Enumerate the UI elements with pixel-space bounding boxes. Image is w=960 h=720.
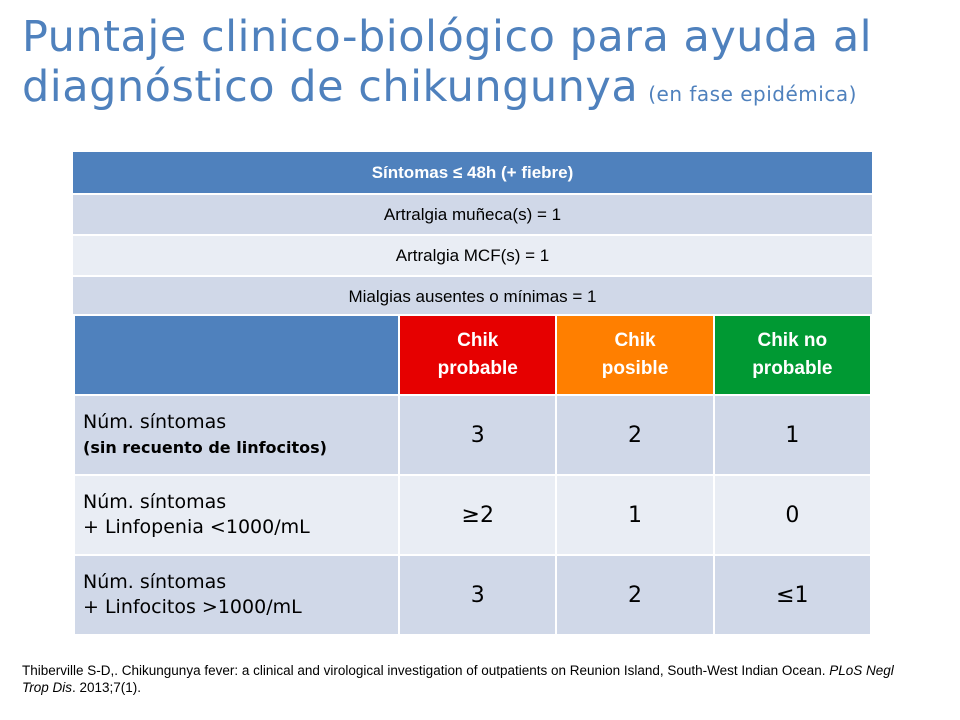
header-line: probable (437, 358, 518, 379)
header-line: posible (601, 358, 669, 379)
score-cell: ≤1 (712, 554, 873, 636)
header-line: Chik (457, 330, 499, 351)
score-cell: ≥2 (398, 474, 558, 556)
score-cell: 1 (712, 394, 873, 476)
score-cell: 0 (712, 474, 873, 556)
title-line-1: Puntaje clinico-biológico para ayuda al (22, 12, 873, 62)
citation-journal: PLoS Negl Trop Dis (22, 663, 894, 695)
score-cell: 2 (555, 554, 715, 636)
title-line-2: diagnóstico de chikungunya (en fase epidé… (22, 62, 952, 119)
score-cell: 1 (555, 474, 715, 556)
row-label-note: (sin recuento de linfocitos) (83, 438, 327, 457)
row-label-line: + Linfocitos >1000/mL (83, 596, 302, 618)
score-row: Núm. síntomas + Linfocitos >1000/mL 3 2 … (72, 554, 873, 636)
header-chik-probable: Chik probable (398, 314, 558, 396)
header-line: Chik no (757, 330, 828, 351)
row-label: Núm. síntomas (sin recuento de linfocito… (72, 394, 401, 476)
header-line: Chik (614, 330, 656, 351)
citation-text: Thiberville S-D,. Chikungunya fever: a c… (22, 663, 826, 678)
score-cell: 3 (398, 554, 558, 636)
row-label-line: Núm. síntomas (83, 571, 227, 593)
title-subtitle: (en fase epidémica) (648, 82, 857, 106)
score-row: Núm. síntomas + Linfopenia <1000/mL ≥2 1… (72, 474, 873, 556)
symptoms-header: Síntomas ≤ 48h (+ fiebre) (73, 152, 872, 195)
row-label-line: + Linfopenia <1000/mL (83, 516, 310, 538)
symptom-myalgia: Mialgias ausentes o mínimas = 1 (73, 276, 872, 318)
score-header-row: Chik probable Chik posible Chik no proba… (72, 314, 873, 396)
symptom-mcf: Artralgia MCF(s) = 1 (73, 235, 872, 277)
row-label: Núm. síntomas + Linfopenia <1000/mL (72, 474, 401, 556)
slide-title: Puntaje clinico-biológico para ayuda al … (22, 12, 952, 119)
score-header-empty (72, 314, 401, 396)
row-label-line: Núm. síntomas (83, 491, 227, 513)
symptom-wrist: Artralgia muñeca(s) = 1 (73, 194, 872, 236)
symptoms-header-row: Síntomas ≤ 48h (+ fiebre) (73, 152, 872, 195)
score-cell: 3 (398, 394, 558, 476)
symptom-row: Mialgias ausentes o mínimas = 1 (73, 276, 872, 318)
symptom-row: Artralgia muñeca(s) = 1 (73, 194, 872, 236)
citation-details: . 2013;7(1). (72, 680, 142, 695)
score-cell: 2 (555, 394, 715, 476)
row-label-line: Núm. síntomas (83, 411, 227, 433)
score-table: Chik probable Chik posible Chik no proba… (72, 314, 873, 636)
score-row: Núm. síntomas (sin recuento de linfocito… (72, 394, 873, 476)
header-chik-no-probable: Chik no probable (712, 314, 873, 396)
symptom-row: Artralgia MCF(s) = 1 (73, 235, 872, 277)
row-label: Núm. síntomas + Linfocitos >1000/mL (72, 554, 401, 636)
header-line: probable (752, 358, 833, 379)
citation: Thiberville S-D,. Chikungunya fever: a c… (22, 662, 922, 696)
symptoms-table: Síntomas ≤ 48h (+ fiebre) Artralgia muñe… (73, 152, 872, 318)
header-chik-posible: Chik posible (555, 314, 715, 396)
title-line-2-text: diagnóstico de chikungunya (22, 62, 639, 112)
